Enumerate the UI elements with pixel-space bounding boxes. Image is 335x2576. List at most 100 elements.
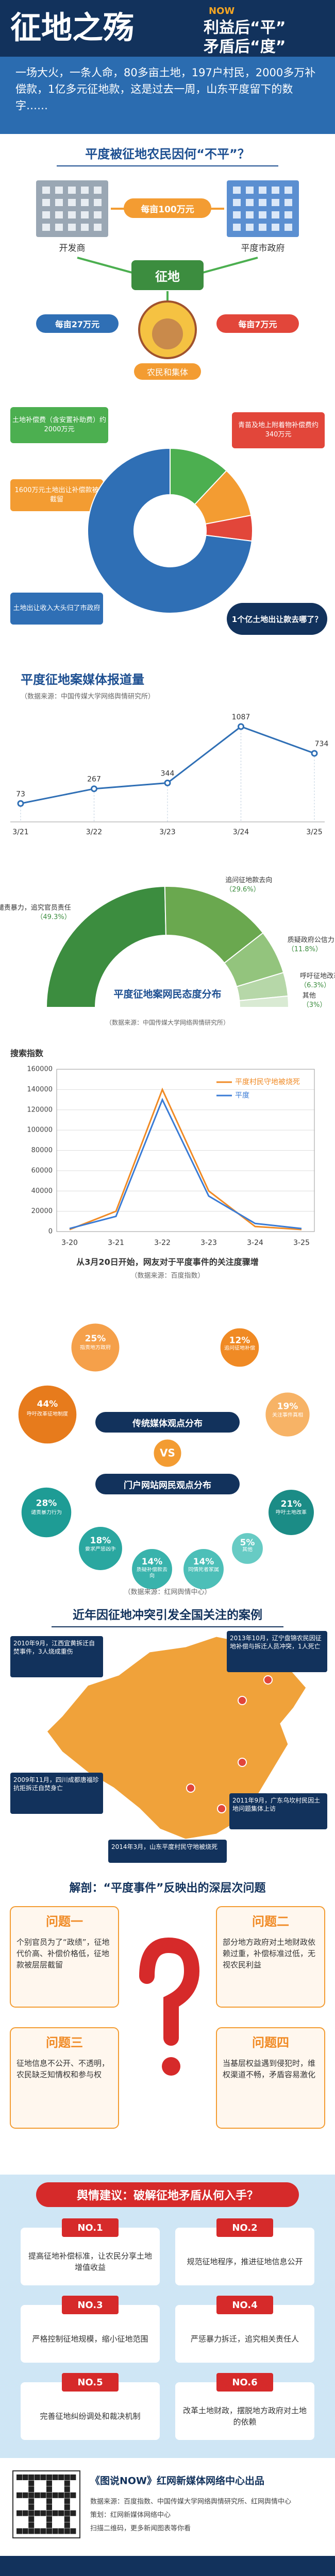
section-title-box: 舆情建议：破解征地矛盾从何入手？: [36, 2182, 299, 2207]
footer-bar: [0, 2556, 335, 2576]
series-line: [69, 1098, 302, 1230]
advice-number: NO.6: [216, 2373, 273, 2392]
qr-cell: [34, 2474, 40, 2480]
circle-label-box: 呼吁土地改革: [276, 1510, 307, 1516]
chart-title: 传统媒体观点分布: [95, 1412, 240, 1433]
y-tick-label: 100000: [27, 1126, 53, 1134]
problem-card: [216, 2027, 325, 2129]
chart-title: 平度征地案媒体报道量: [21, 672, 144, 687]
problem-heading: 问题四: [252, 2035, 289, 2050]
section-title: 近年因征地冲突引发全国关注的案例: [73, 1608, 262, 1622]
qr-cell: [34, 2528, 40, 2534]
qr-cell: [40, 2528, 46, 2534]
donut-slice: [45, 886, 166, 1008]
window: [68, 199, 76, 206]
circle-label: 其他: [242, 1546, 253, 1553]
map-pin: [217, 1804, 226, 1813]
qr-cell: [70, 2528, 76, 2534]
window: [284, 211, 292, 218]
advice-text: 提高征地补偿标准，让农民分享土地增值收益: [28, 2251, 152, 2272]
circle-value: 21%: [281, 1499, 302, 1509]
advice-text: 严格控制征地规模，缩小征地范围: [32, 2334, 148, 2344]
circle-value: 19%: [277, 1402, 298, 1412]
circle-value: 25%: [85, 1334, 106, 1344]
circle-label: 追问征地补偿: [224, 1345, 255, 1352]
case-label-box: 2009年11月，四川成都唐福珍抗拒拆迁自焚身亡: [10, 1773, 103, 1814]
qr-cell: [22, 2510, 28, 2516]
qr-cell: [46, 2528, 52, 2534]
china-map: [45, 1635, 308, 1841]
qr-cell: [64, 2498, 70, 2504]
y-tick-label: 140000: [27, 1086, 53, 1093]
advice-text: 改革土地财政，摆脱地方政府对土地的依赖: [182, 2406, 307, 2427]
qr-cell: [52, 2528, 58, 2534]
qr-cell: [16, 2492, 22, 2498]
window: [94, 224, 102, 231]
pie-slice: [87, 447, 253, 614]
window: [68, 187, 76, 194]
window: [94, 187, 102, 194]
qr-cell: [64, 2504, 70, 2510]
qr-cell: [64, 2528, 70, 2534]
advice-text-box: 完善征地纠纷调处和裁决机制: [40, 2412, 141, 2421]
header-line: 矛盾后“度”: [204, 38, 286, 56]
window: [42, 224, 50, 231]
qr-cell: [40, 2510, 46, 2516]
advice-text: 完善征地纠纷调处和裁决机制: [40, 2412, 141, 2421]
window: [284, 187, 292, 194]
map-pin: [238, 1696, 247, 1705]
window: [42, 199, 50, 206]
advice-text-box: 提高征地补偿标准，让农民分享土地增值收益: [28, 2251, 152, 2272]
qr-cell: [64, 2516, 70, 2522]
node-label: 平度市政府: [241, 243, 285, 254]
window: [284, 199, 292, 206]
qr-cell: [16, 2528, 22, 2534]
question-mark: [139, 1937, 200, 2046]
data-label: 1087: [232, 713, 250, 721]
window: [68, 211, 76, 218]
case-label: 2010年9月，江西宜黄拆迁自焚事件，3人烧成重伤: [10, 1636, 103, 1677]
qr-cell: [28, 2528, 35, 2534]
y-tick-label: 0: [48, 1228, 53, 1236]
plot-frame: [56, 1069, 315, 1232]
opinion-circle: [70, 1322, 121, 1373]
qr-cell: [64, 2474, 70, 2480]
window: [94, 211, 102, 218]
window: [55, 199, 63, 206]
chart-title-box: 传统媒体观点分布: [95, 1412, 240, 1433]
window: [272, 211, 279, 218]
problem-heading: 问题二: [252, 1914, 289, 1929]
chart-title: 门户网站网民观点分布: [95, 1474, 240, 1494]
advice-number-box: NO.6: [216, 2373, 273, 2392]
advice-card: [175, 2228, 314, 2285]
advice-number-box: NO.5: [62, 2373, 119, 2392]
advice-text-box: 改革土地财政，摆脱地方政府对土地的依赖: [182, 2406, 307, 2427]
advice-card: [175, 2305, 314, 2363]
window: [272, 224, 279, 231]
x-tick-label: 3-24: [247, 1239, 263, 1247]
problem-text-box: 部分地方政府对土地财政依赖过重，补偿标准过低，无视农民利益: [223, 1938, 315, 1969]
window: [259, 224, 266, 231]
circle-label-box: 谴责暴力行为: [31, 1510, 62, 1516]
case-label-box: 2014年3月，山东平度村民守地被烧死: [108, 1840, 227, 1863]
circle-label-box: 追问征地补偿: [224, 1345, 255, 1352]
circle-label: 质疑补偿款去向: [136, 1567, 167, 1579]
qr-cell: [46, 2480, 52, 2486]
window: [55, 224, 63, 231]
qr-cell: [40, 2474, 46, 2480]
opinion-circle: [219, 1326, 261, 1369]
chart-title: 平度征地案网民态度分布: [113, 988, 221, 1000]
node-label: 农民和集体: [134, 363, 201, 380]
qr-cell: [28, 2522, 35, 2528]
slice-label: 质疑政府公信力: [288, 936, 334, 944]
qr-cell: [34, 2510, 40, 2516]
qr-cell: [22, 2528, 28, 2534]
header-line: 利益后“平”: [204, 19, 286, 37]
section-title: 舆情建议：破解征地矛盾从何入手？: [36, 2182, 299, 2207]
slice-label: 土地出让收入大头归了市政府: [10, 593, 103, 625]
qr-cell: [52, 2492, 58, 2498]
advice-card: [21, 2305, 160, 2363]
node-label-box: 农民和集体: [134, 363, 201, 380]
slice-value: （49.3%）: [36, 913, 71, 921]
qr-cell: [46, 2522, 52, 2528]
